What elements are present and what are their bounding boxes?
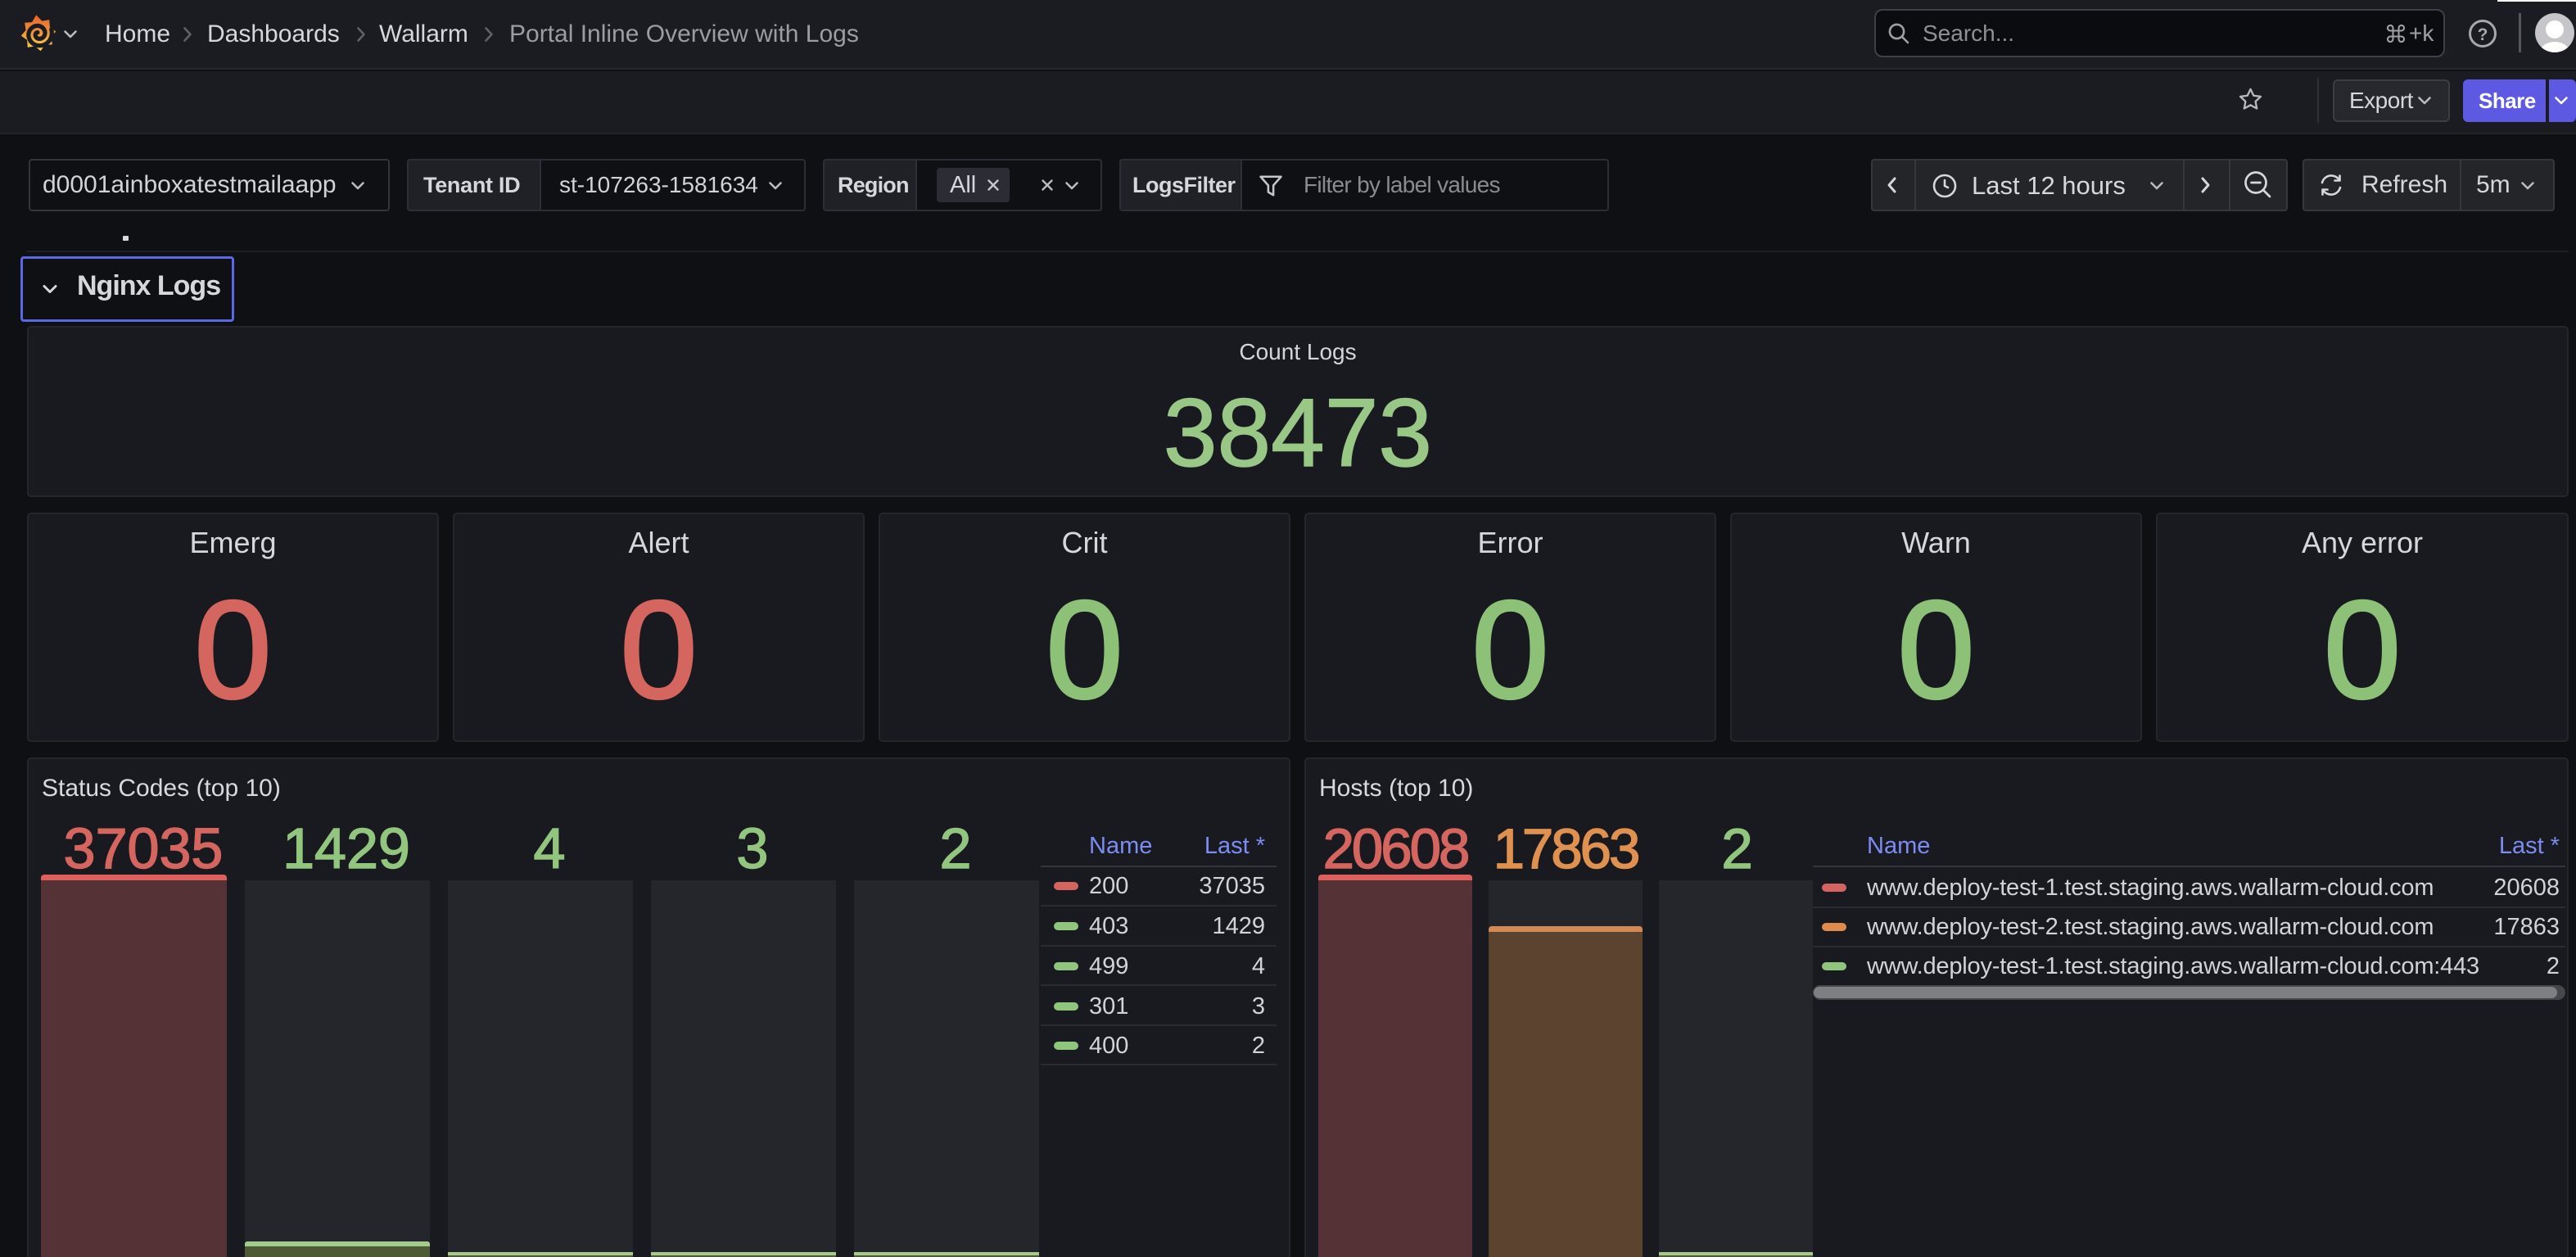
svg-text:?: ? bbox=[2478, 25, 2488, 44]
